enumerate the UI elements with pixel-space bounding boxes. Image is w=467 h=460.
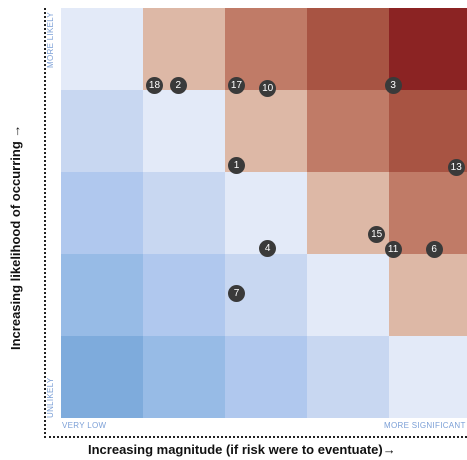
heatmap-cell-r0-c1 (143, 8, 226, 91)
heatmap-cell-r2-c0 (61, 172, 144, 255)
heatmap-cell-r4-c0 (61, 336, 144, 418)
heatmap-cell-r1-c1 (143, 90, 226, 173)
heatmap-cell-r3-c4 (389, 254, 467, 337)
x-axis-label: Increasing magnitude (if risk were to ev… (88, 442, 396, 457)
y-tick-bottom-label: UNLIKELY (46, 377, 55, 419)
risk-marker-10: 10 (259, 79, 277, 97)
heatmap-cell-r3-c1 (143, 254, 226, 337)
y-tick-top-label: MORE LIKELY (46, 11, 55, 68)
risk-marker-13: 13 (447, 159, 465, 177)
heatmap-cell-r4-c3 (307, 336, 390, 418)
x-axis-dotted-line (44, 436, 467, 438)
heatmap-cell-r0-c0 (61, 8, 144, 91)
x-tick-left: VERY LOW (62, 421, 107, 430)
heatmap-cell-r3-c3 (307, 254, 390, 337)
y-tick-bottom: UNLIKELY (46, 340, 58, 420)
risk-marker-6: 6 (425, 240, 443, 258)
heatmap-cell-r1-c4 (389, 90, 467, 173)
risk-marker-1: 1 (227, 156, 245, 174)
heatmap-cell-r0-c4 (389, 8, 467, 91)
risk-marker-7: 7 (227, 284, 245, 302)
heatmap-cells (61, 8, 467, 418)
y-axis-dotted-line (44, 8, 46, 438)
risk-marker-17: 17 (227, 77, 245, 95)
heatmap-cell-r2-c1 (143, 172, 226, 255)
risk-marker-18: 18 (145, 77, 163, 95)
risk-marker-2: 2 (169, 77, 187, 95)
heatmap-grid: 18 2 17 10 3 13 1 4 15 11 6 7 (61, 8, 467, 418)
heatmap-cell-r2-c4 (389, 172, 467, 255)
risk-marker-3: 3 (384, 77, 402, 95)
x-tick-right: MORE SIGNIFICANT (384, 421, 466, 430)
heatmap-cell-r0-c2 (225, 8, 308, 91)
heatmap-cell-r4-c4 (389, 336, 467, 418)
risk-marker-11: 11 (384, 240, 402, 258)
heatmap-cell-r1-c3 (307, 90, 390, 173)
risk-marker-4: 4 (259, 239, 277, 257)
y-axis-label-text: Increasing likelihood of occurring → (8, 124, 23, 350)
heatmap-cell-r3-c0 (61, 254, 144, 337)
heatmap-cell-r4-c1 (143, 336, 226, 418)
y-tick-top: MORE LIKELY (46, 8, 58, 88)
y-axis-label: Increasing likelihood of occurring → (2, 60, 32, 360)
heatmap-cell-r0-c3 (307, 8, 390, 91)
heatmap-cell-r1-c0 (61, 90, 144, 173)
risk-marker-15: 15 (368, 225, 386, 243)
heatmap-cell-r4-c2 (225, 336, 308, 418)
